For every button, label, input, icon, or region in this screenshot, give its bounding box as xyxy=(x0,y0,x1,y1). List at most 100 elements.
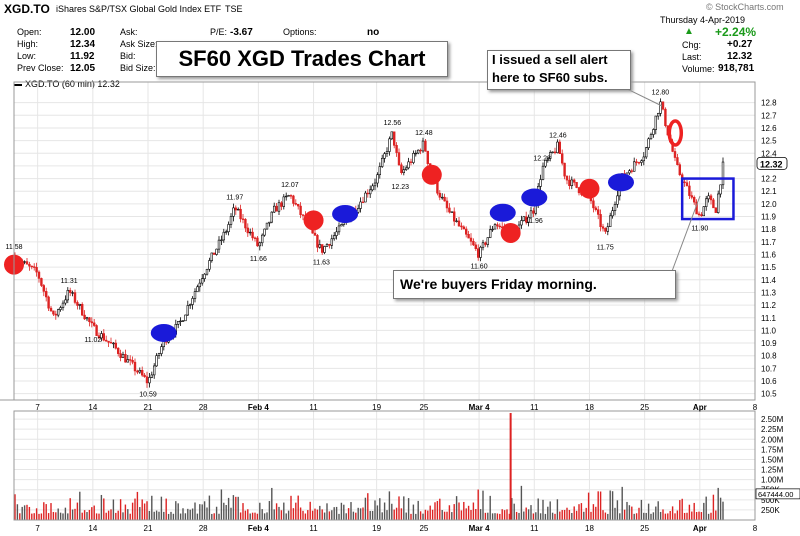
candle-body xyxy=(596,209,600,215)
open-value: 12.00 xyxy=(70,27,96,38)
candle-body xyxy=(599,214,602,227)
volume-bar xyxy=(117,510,119,520)
high-label: High: xyxy=(17,39,39,49)
volume-bar xyxy=(578,504,580,520)
volume-bar xyxy=(35,508,38,520)
candle-body xyxy=(563,162,566,177)
volume-bar xyxy=(309,501,311,520)
volume-bar xyxy=(482,490,484,520)
symbol: XGD.TO xyxy=(4,2,50,16)
volume-bar xyxy=(350,502,352,520)
candle-body xyxy=(234,207,237,211)
candle-body xyxy=(409,161,413,163)
volume-bar xyxy=(436,501,439,520)
price-label: 12.46 xyxy=(549,133,567,140)
candle-body xyxy=(193,291,197,299)
candle-body xyxy=(659,101,662,114)
bid-size-label: Bid Size: xyxy=(120,63,156,73)
volume-bar xyxy=(472,502,475,520)
volume-bar xyxy=(280,510,283,520)
candle-body xyxy=(73,292,77,303)
volume-bar xyxy=(86,512,88,520)
volume-bar xyxy=(532,513,535,520)
candle-body xyxy=(126,359,130,363)
time-tick-label: Apr xyxy=(693,403,707,412)
volume-bar xyxy=(38,513,40,520)
time-tick-label: 25 xyxy=(640,403,649,412)
volume-bar xyxy=(655,506,657,520)
volume-bar xyxy=(599,491,602,520)
volume-bar xyxy=(261,509,263,520)
sell-marker xyxy=(579,178,600,199)
candle-body xyxy=(524,216,528,223)
volume-bars xyxy=(14,413,724,520)
candle-body xyxy=(56,309,60,316)
candle-body xyxy=(332,235,336,240)
volume-bar xyxy=(592,504,595,520)
volume-bar xyxy=(513,503,515,520)
volume-tick-label: 2.00M xyxy=(761,435,784,444)
volume-bar xyxy=(275,503,278,520)
buy-note-callout: We're buyers Friday morning. xyxy=(393,270,676,299)
price-label: 11.63 xyxy=(313,260,330,267)
candle-body xyxy=(661,101,665,110)
volume-bar xyxy=(182,508,184,520)
volume-bar xyxy=(491,513,494,520)
volume-bar xyxy=(434,502,436,520)
volume-bar xyxy=(158,511,160,520)
volume-bar xyxy=(263,513,266,520)
volume-bar xyxy=(203,501,206,520)
time-tick-label: 25 xyxy=(419,524,428,533)
candle-body xyxy=(450,211,453,213)
price-tick-label: 12.2 xyxy=(761,175,777,184)
volume-bar xyxy=(508,513,511,520)
volume-bar xyxy=(206,507,208,520)
volume-bar xyxy=(19,513,21,520)
time-tick-label: Mar 4 xyxy=(469,403,490,412)
price-label: 10.59 xyxy=(139,391,157,398)
candle-body xyxy=(121,353,125,358)
volume-bar xyxy=(237,496,239,520)
volume-label: Volume: xyxy=(682,64,715,74)
volume-bar xyxy=(719,497,722,520)
price-label: 12.80 xyxy=(652,90,670,97)
candle-body xyxy=(320,244,324,253)
volume-bar xyxy=(357,507,359,520)
volume-bar xyxy=(359,508,362,520)
volume-bar xyxy=(544,513,547,520)
volume-bar xyxy=(659,511,662,520)
candle-body xyxy=(215,248,218,255)
volume-bar xyxy=(527,509,530,520)
volume-bar xyxy=(74,508,76,520)
candle-body xyxy=(275,205,278,212)
price-tick-label: 12.7 xyxy=(761,111,777,120)
candle-body xyxy=(71,292,74,294)
volume-bar xyxy=(506,509,508,520)
candle-body xyxy=(213,252,216,255)
candle-body xyxy=(157,353,161,356)
time-tick-label: 11 xyxy=(309,524,318,533)
volume-bar xyxy=(146,501,148,520)
candle-body xyxy=(402,169,405,174)
volume-bar xyxy=(381,512,383,520)
candle-body xyxy=(419,149,422,152)
volume-bar xyxy=(628,505,631,520)
candle-body xyxy=(443,196,446,202)
volume-bar xyxy=(647,503,650,520)
volume-bar xyxy=(177,503,179,520)
candle-body xyxy=(189,304,192,306)
candle-body xyxy=(229,216,233,225)
volume-bar xyxy=(412,504,415,520)
candle-body xyxy=(704,198,708,207)
price-label: 11.75 xyxy=(597,245,614,252)
volume-bar xyxy=(283,502,285,520)
buy-zone-box xyxy=(680,177,735,221)
up-arrow-icon: ▲ xyxy=(684,26,694,37)
candle-body xyxy=(436,181,439,194)
candle-body xyxy=(97,335,101,339)
candle-body xyxy=(119,353,122,358)
volume-bar xyxy=(523,511,525,520)
price-label: 12.07 xyxy=(281,182,299,189)
candle-body xyxy=(448,207,451,213)
candle-body xyxy=(47,296,50,309)
